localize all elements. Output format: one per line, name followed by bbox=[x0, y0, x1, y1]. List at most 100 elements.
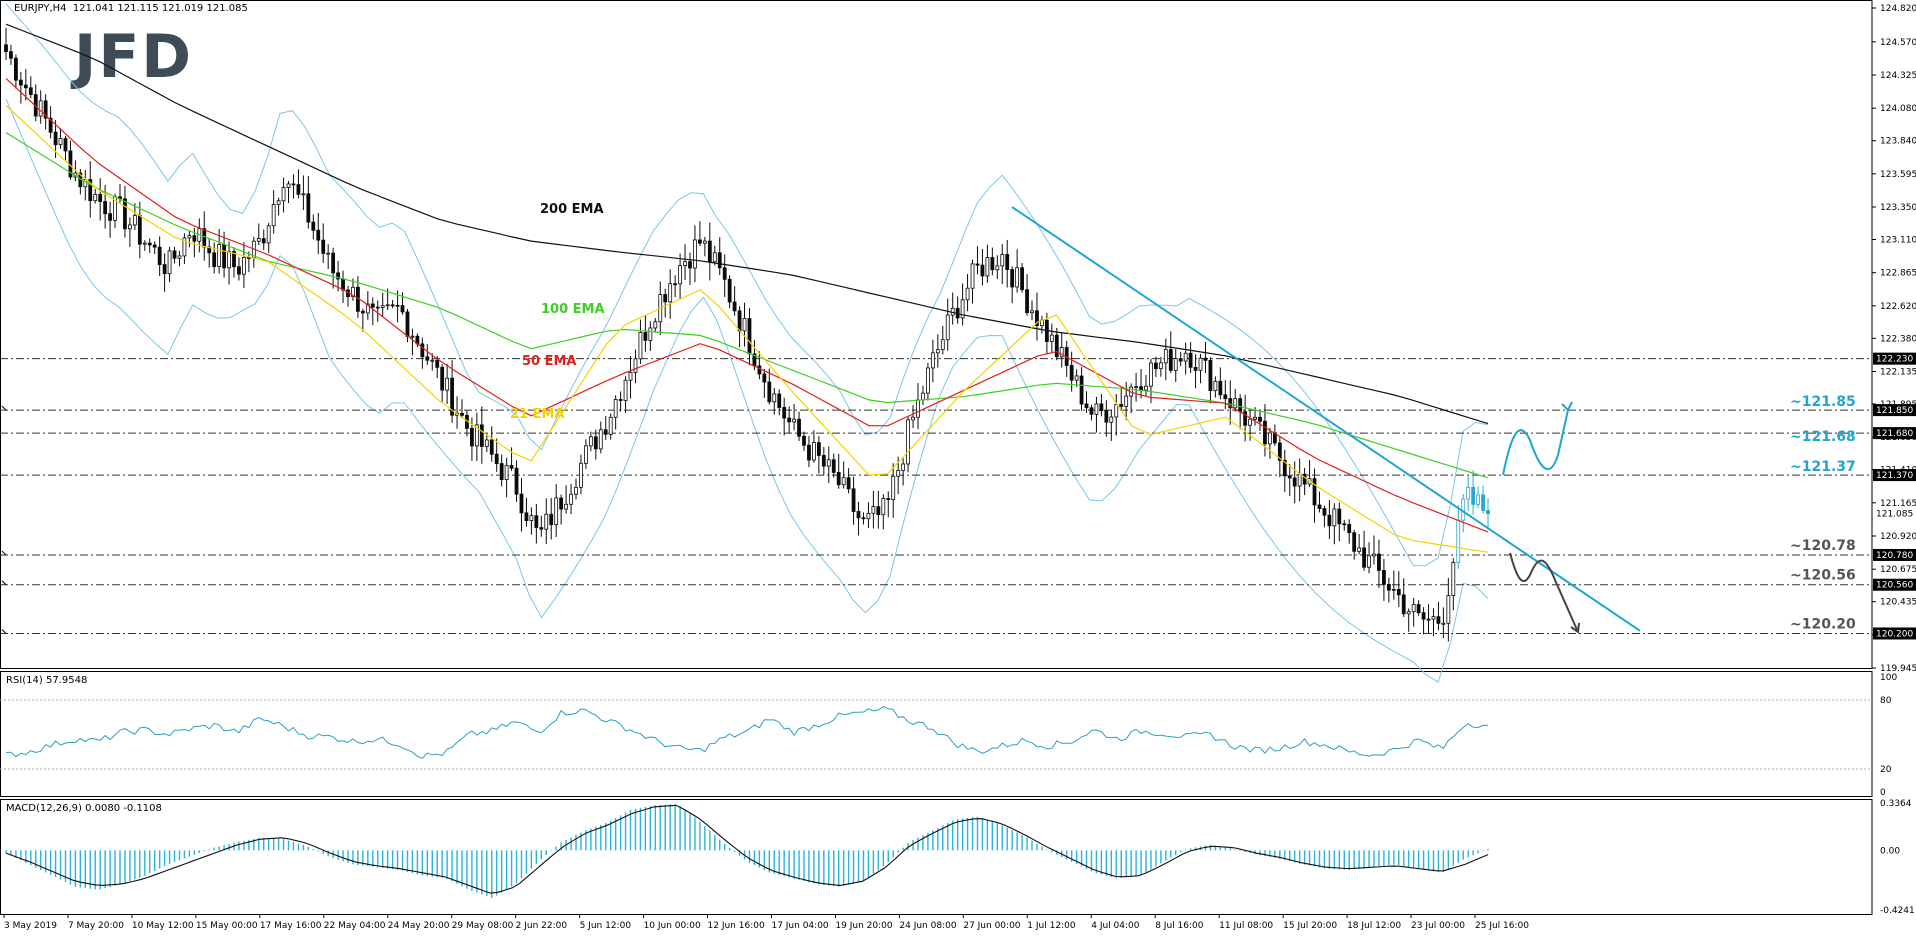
candle-body bbox=[1268, 432, 1272, 445]
candle-body bbox=[291, 183, 296, 186]
candle-body bbox=[28, 87, 33, 96]
time-tick-label: 22 May 04:00 bbox=[324, 921, 386, 931]
level-label: ~120.56 bbox=[1790, 568, 1856, 584]
time-tick-label: 10 Jun 00:00 bbox=[644, 921, 701, 931]
macd-panel: 0.3364 0.00 -0.4241 bbox=[5, 799, 1915, 916]
candle-body bbox=[1342, 523, 1347, 526]
candle-body bbox=[341, 278, 345, 291]
time-tick-label: 12 Jun 16:00 bbox=[708, 921, 765, 931]
time-tick-label: 24 May 20:00 bbox=[388, 921, 450, 931]
candle-body bbox=[405, 311, 410, 337]
candle-body bbox=[14, 57, 18, 81]
macd-tick-label: 0.3364 bbox=[1880, 799, 1912, 809]
candle-body bbox=[1317, 504, 1322, 509]
candle-body bbox=[1287, 475, 1292, 479]
ema-label: 100 EMA bbox=[541, 302, 605, 317]
candle-body bbox=[1372, 553, 1376, 557]
candle-body bbox=[693, 239, 697, 269]
candle-body bbox=[1277, 442, 1282, 461]
price-tick-label: 120.435 bbox=[1880, 598, 1916, 608]
candle-body bbox=[1134, 386, 1138, 389]
candle-body bbox=[673, 283, 678, 286]
candle-body bbox=[1476, 494, 1480, 505]
time-tick-label: 19 Jun 20:00 bbox=[835, 921, 892, 931]
candle-body bbox=[1188, 352, 1193, 368]
candle-body bbox=[995, 265, 1000, 271]
time-tick-label: 1 Jul 12:00 bbox=[1027, 921, 1076, 931]
candle-body bbox=[574, 486, 578, 495]
level-marker bbox=[1, 580, 7, 586]
candle-body bbox=[975, 263, 980, 266]
candle-body bbox=[489, 439, 494, 455]
candle-body bbox=[787, 417, 792, 423]
candle-body bbox=[504, 465, 509, 481]
candle-body bbox=[1054, 334, 1059, 358]
candle-body bbox=[1337, 508, 1342, 525]
candle-body bbox=[1139, 386, 1143, 391]
candle-body bbox=[53, 131, 58, 146]
price-tick-label: 121.165 bbox=[1880, 499, 1916, 509]
candle-body bbox=[1421, 612, 1426, 620]
candle-body bbox=[232, 251, 236, 268]
bearish-scenario-arrow bbox=[1509, 552, 1579, 633]
candle-body bbox=[1466, 486, 1471, 500]
candle-body bbox=[1030, 310, 1034, 314]
candle-body bbox=[242, 257, 246, 275]
candle-body bbox=[18, 79, 23, 86]
time-tick-label: 8 Jul 16:00 bbox=[1155, 921, 1204, 931]
price-tick-label: 123.110 bbox=[1880, 236, 1916, 246]
candle-body bbox=[1332, 508, 1337, 527]
candle-body bbox=[375, 306, 380, 309]
candle-body bbox=[306, 193, 311, 223]
candle-body bbox=[1059, 347, 1064, 358]
candle-body bbox=[192, 235, 197, 242]
ema-label: 21 EMA bbox=[510, 407, 565, 422]
candle-body bbox=[132, 215, 137, 226]
candle-body bbox=[1386, 584, 1391, 591]
candle-body bbox=[757, 365, 762, 375]
candle-body bbox=[1119, 404, 1124, 407]
bollinger-lower bbox=[5, 98, 1489, 683]
rsi-tick-label: 20 bbox=[1880, 765, 1892, 775]
candle-body bbox=[579, 462, 583, 488]
candle-body bbox=[559, 497, 564, 510]
candle-body bbox=[544, 513, 549, 530]
price-tag-label: 121.085 bbox=[1876, 510, 1913, 520]
candle-body bbox=[182, 237, 187, 257]
candle-body bbox=[1213, 380, 1218, 392]
candle-body bbox=[1451, 562, 1456, 596]
time-tick-label: 18 Jul 12:00 bbox=[1347, 921, 1401, 931]
price-tag-label: 121.370 bbox=[1876, 471, 1913, 481]
bullish-arrowhead bbox=[1561, 401, 1573, 412]
candle-body bbox=[435, 359, 440, 368]
candle-body bbox=[58, 138, 63, 146]
candle-body bbox=[316, 229, 321, 241]
candle-body bbox=[569, 493, 573, 505]
candle-body bbox=[474, 424, 479, 447]
candle-body bbox=[638, 332, 643, 360]
candle-body bbox=[668, 283, 673, 303]
candle-body bbox=[564, 503, 568, 510]
price-tag-label: 120.560 bbox=[1876, 581, 1913, 591]
candle-body bbox=[351, 286, 355, 298]
candle-body bbox=[633, 358, 638, 373]
candle-body bbox=[896, 470, 901, 477]
candle-body bbox=[1436, 616, 1441, 624]
candle-body bbox=[648, 327, 653, 341]
candle-body bbox=[410, 335, 415, 338]
candle-body bbox=[227, 251, 231, 269]
candle-body bbox=[1223, 394, 1228, 400]
time-tick-label: 11 Jul 08:00 bbox=[1219, 921, 1273, 931]
candles bbox=[4, 27, 1490, 642]
candle-body bbox=[271, 204, 276, 227]
candle-body bbox=[370, 303, 375, 308]
candle-body bbox=[23, 84, 28, 89]
candle-body bbox=[1099, 403, 1104, 412]
candle-body bbox=[930, 352, 935, 369]
candle-body bbox=[782, 407, 787, 419]
price-tag bbox=[1873, 352, 1916, 365]
candle-body bbox=[1079, 375, 1084, 405]
candle-body bbox=[851, 488, 856, 512]
candle-body bbox=[93, 194, 98, 202]
